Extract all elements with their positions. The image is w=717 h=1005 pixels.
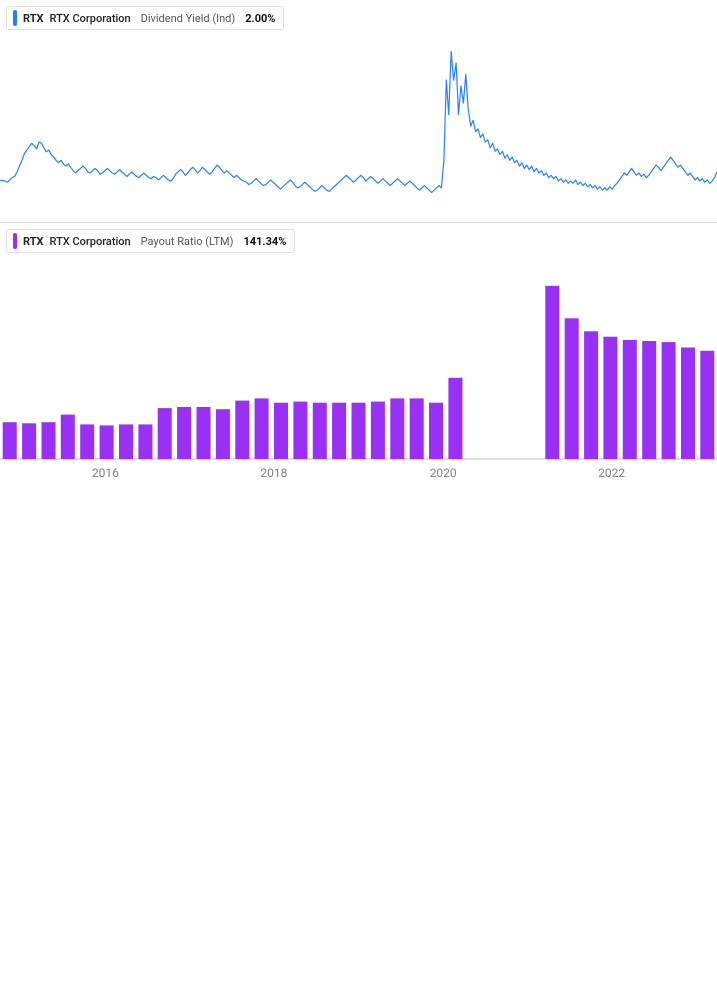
chart2-company: RTX Corporation [50, 235, 131, 248]
chart2-legend: RTX RTX Corporation Payout Ratio (LTM) 1… [6, 229, 295, 253]
payout-bar [197, 407, 211, 459]
payout-bar [681, 348, 695, 460]
chart2-metric: Payout Ratio (LTM) [141, 235, 234, 248]
payout-bar [603, 337, 617, 459]
xaxis-tick-label: 2018 [260, 466, 287, 480]
payout-bar [313, 403, 327, 459]
payout-bar [177, 407, 191, 459]
payout-bar [623, 340, 637, 459]
payout-bar [293, 402, 307, 459]
chart2-value: 141.34% [243, 235, 286, 248]
payout-ratio-panel: RTX RTX Corporation Payout Ratio (LTM) 1… [0, 223, 717, 497]
payout-bar [584, 331, 598, 459]
payout-bar [274, 403, 288, 459]
payout-bar [3, 422, 17, 459]
payout-bar [42, 422, 56, 459]
dividend-yield-chart [0, 0, 717, 222]
chart2-ticker: RTX [23, 235, 44, 248]
payout-bar [138, 424, 152, 459]
chart1-ticker: RTX [23, 12, 44, 25]
chart1-company: RTX Corporation [50, 12, 131, 25]
payout-bar [390, 398, 404, 459]
payout-bar [700, 351, 714, 459]
payout-bar [80, 424, 94, 459]
payout-bar [545, 286, 559, 459]
chart1-swatch [13, 10, 17, 26]
page: RTX RTX Corporation Dividend Yield (Ind)… [0, 0, 717, 1005]
payout-bar [662, 342, 676, 459]
payout-bar [642, 341, 656, 459]
xaxis-tick-label: 2016 [92, 466, 119, 480]
dividend-yield-panel: RTX RTX Corporation Dividend Yield (Ind)… [0, 0, 717, 222]
chart1-legend: RTX RTX Corporation Dividend Yield (Ind)… [6, 6, 284, 30]
payout-bar [158, 408, 172, 459]
payout-bar [448, 378, 462, 459]
dividend-yield-line [0, 52, 717, 193]
payout-bar [100, 425, 114, 459]
chart1-value: 2.00% [245, 12, 275, 25]
xaxis-tick-label: 2022 [598, 466, 625, 480]
payout-bar [371, 402, 385, 459]
chart1-metric: Dividend Yield (Ind) [141, 12, 236, 25]
payout-bar [119, 424, 133, 459]
payout-bar [565, 318, 579, 459]
payout-ratio-chart: 2016 2018 2020 2022 [0, 223, 717, 497]
payout-xaxis: 2016 2018 2020 2022 [92, 466, 625, 480]
chart2-swatch [13, 233, 17, 249]
payout-bar [352, 403, 366, 459]
payout-bar [410, 398, 424, 459]
payout-bar [216, 409, 230, 459]
payout-bar [61, 415, 75, 459]
payout-bar [235, 401, 249, 459]
payout-bar [332, 403, 346, 459]
payout-bar [22, 423, 36, 459]
payout-bar [255, 398, 269, 459]
xaxis-tick-label: 2020 [430, 466, 457, 480]
payout-bar [429, 403, 443, 459]
